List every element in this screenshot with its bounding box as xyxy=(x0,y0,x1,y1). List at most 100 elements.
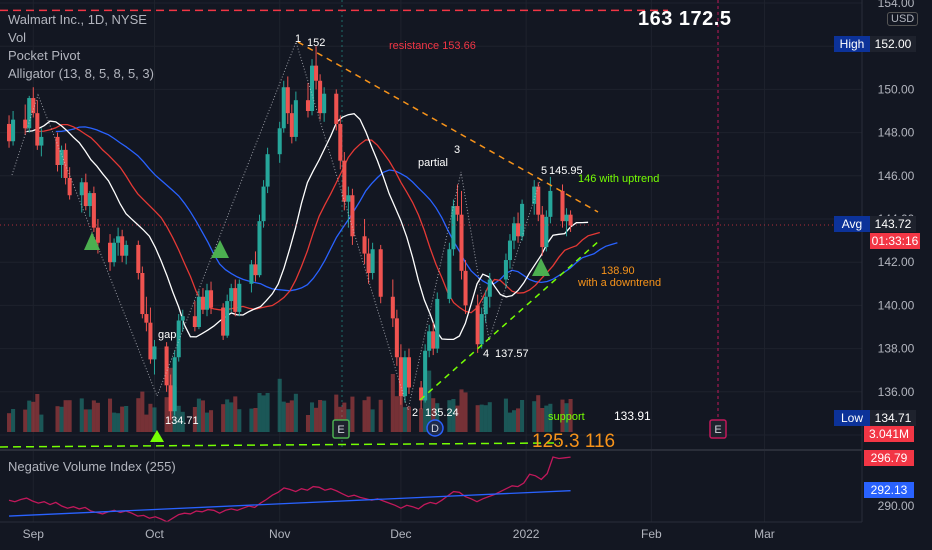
candle-body-58 xyxy=(342,160,347,202)
candle-body-23 xyxy=(144,314,149,323)
volume-bar-79 xyxy=(463,392,468,432)
volume-bar-81 xyxy=(479,404,484,432)
volume-bar-80 xyxy=(475,405,480,432)
volume-bar-73 xyxy=(431,398,436,432)
wave-5-label: 5 xyxy=(541,165,547,177)
volume-bar-19 xyxy=(120,406,125,432)
candle-body-57 xyxy=(338,123,343,161)
candle-body-1 xyxy=(11,119,16,142)
symbol-title[interactable]: Walmart Inc., 1D, NYSE xyxy=(8,12,147,27)
nvi-ma-tag-value: 292.13 xyxy=(871,483,908,497)
volume-bar-58 xyxy=(342,402,347,432)
nvi-ma-tag: 292.13 xyxy=(864,482,914,498)
price-tick-1: 136.00 xyxy=(878,385,915,399)
time-tick-3: Dec xyxy=(390,527,411,541)
candle-body-87 xyxy=(516,223,521,237)
volume-bar-39 xyxy=(233,396,238,432)
candle-body-84 xyxy=(503,260,508,280)
volume-bar-2 xyxy=(23,409,28,432)
volume-bar-42 xyxy=(253,408,258,432)
volume-bar-82 xyxy=(483,405,488,432)
volume-bar-54 xyxy=(318,400,323,432)
earnings-marker-1-letter: E xyxy=(337,424,344,436)
candle-body-70 xyxy=(419,387,424,401)
candle-body-22 xyxy=(140,273,145,315)
wave-1-value: 152 xyxy=(307,37,325,49)
candle-body-83 xyxy=(487,279,492,297)
candle-body-44 xyxy=(261,186,266,222)
nvi-ma-line xyxy=(9,490,571,517)
candle-body-72 xyxy=(427,331,432,351)
volume-bar-34 xyxy=(204,412,210,432)
volume-bar-49 xyxy=(289,400,294,432)
volume-bar-22 xyxy=(140,391,145,432)
time-tick-5: Feb xyxy=(641,527,662,541)
volume-bar-76 xyxy=(451,399,456,432)
candle-body-18 xyxy=(116,236,121,243)
time-tick-1: Oct xyxy=(145,527,164,541)
dividend-marker: D xyxy=(426,419,444,437)
volume-bar-62 xyxy=(366,396,371,432)
candle-body-68 xyxy=(402,357,407,397)
candle-body-59 xyxy=(346,195,351,202)
downtrend-value: 138.90 xyxy=(601,265,635,277)
candle-body-34 xyxy=(204,290,210,310)
candle-body-64 xyxy=(378,249,383,297)
legend-alligator[interactable]: Alligator (13, 8, 5, 8, 5, 3) xyxy=(8,66,154,81)
candle-body-47 xyxy=(281,87,286,129)
avg-tag-label: Avg xyxy=(842,217,862,231)
candle-body-21 xyxy=(136,244,141,273)
candle-body-5 xyxy=(35,113,40,146)
dividend-marker-letter: D xyxy=(431,423,439,435)
volume-bar-50 xyxy=(293,393,298,432)
candle-body-48 xyxy=(285,87,290,114)
volume-bar-84 xyxy=(503,398,508,432)
volume-bar-94 xyxy=(560,399,565,432)
low-tag: Low 134.71 xyxy=(834,410,916,426)
candle-body-25 xyxy=(152,346,157,360)
volume-bar-0 xyxy=(7,413,12,432)
currency-button[interactable]: USD xyxy=(887,12,919,26)
nvi-line xyxy=(8,456,571,523)
volume-bar-36 xyxy=(221,404,226,432)
nvi-legend[interactable]: Negative Volume Index (255) xyxy=(8,459,176,474)
volume-bar-52 xyxy=(309,402,315,432)
candle-body-61 xyxy=(362,236,367,254)
price-tick-8: 150.00 xyxy=(878,82,915,96)
candle-body-89 xyxy=(532,186,537,204)
candle-body-13 xyxy=(87,193,92,207)
earnings-marker-2: E xyxy=(709,419,727,439)
volume-bar-51 xyxy=(305,415,311,432)
candle-body-78 xyxy=(459,214,464,271)
candle-body-31 xyxy=(192,316,197,327)
volume-bar-47 xyxy=(281,401,286,432)
pivot-arrow-3 xyxy=(532,258,550,276)
volume-bar-74 xyxy=(435,403,440,432)
time-tick-2: Nov xyxy=(269,527,290,541)
support-value: 133.91 xyxy=(614,409,651,423)
avg-tag-label-bg xyxy=(834,216,870,232)
volume-bar-7 xyxy=(55,406,60,432)
legend-pocket-pivot[interactable]: Pocket Pivot xyxy=(8,48,81,63)
candle-body-76 xyxy=(451,206,456,250)
volume-bar-71 xyxy=(423,395,428,432)
candle-body-96 xyxy=(568,214,573,226)
volume-bar-38 xyxy=(229,402,234,432)
candle-body-36 xyxy=(221,307,226,336)
candle-body-46 xyxy=(277,128,282,155)
volume-bar-25 xyxy=(152,407,157,432)
candle-body-24 xyxy=(148,322,153,360)
legend-volume[interactable]: Vol xyxy=(8,30,27,45)
candle-body-85 xyxy=(507,240,513,261)
volume-bar-67 xyxy=(398,393,403,432)
candle-body-43 xyxy=(257,221,262,276)
volume-tag-value-bg xyxy=(864,426,914,442)
volume-bar-91 xyxy=(540,408,545,432)
candle-body-28 xyxy=(172,357,177,412)
volume-bar-17 xyxy=(112,412,117,432)
volume-bar-1 xyxy=(11,409,16,432)
earnings-marker-1-shape xyxy=(332,419,350,439)
uptrend-label: 146 with uptrend xyxy=(578,173,659,185)
candle-body-94 xyxy=(560,190,565,222)
